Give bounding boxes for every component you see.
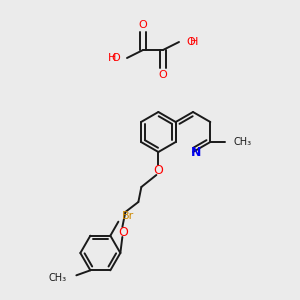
- Text: Br: Br: [122, 211, 135, 221]
- Text: H: H: [108, 53, 116, 63]
- Text: O: O: [111, 53, 120, 63]
- Text: H: H: [190, 37, 198, 47]
- Text: N: N: [191, 146, 201, 160]
- Text: O: O: [139, 20, 147, 30]
- Text: CH₃: CH₃: [48, 273, 66, 283]
- Text: O: O: [153, 164, 163, 178]
- Text: O: O: [159, 70, 167, 80]
- Text: O: O: [186, 37, 195, 47]
- Text: CH₃: CH₃: [233, 137, 251, 147]
- Text: O: O: [118, 226, 128, 239]
